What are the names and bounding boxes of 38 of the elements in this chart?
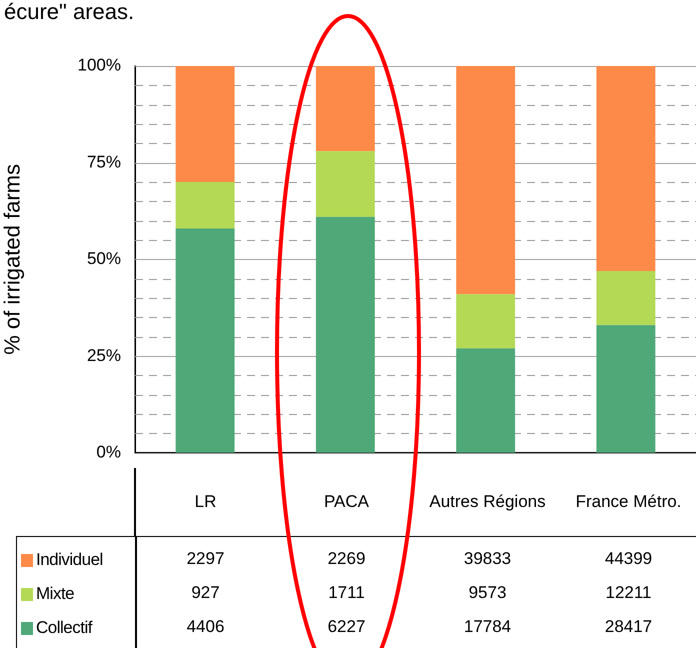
legend-label: Individuel	[36, 550, 103, 570]
bar	[596, 66, 656, 272]
bar	[596, 325, 656, 453]
y-tick-label: 50%	[86, 249, 121, 268]
legend-label: Mixte	[36, 584, 74, 604]
text: 28417	[604, 616, 654, 638]
text: 44399	[604, 548, 654, 570]
bar	[456, 66, 516, 294]
bar	[176, 182, 235, 228]
bar	[316, 66, 375, 152]
text: 2269	[326, 548, 366, 570]
text: 6227	[326, 616, 366, 638]
x-tick-label: PACA	[322, 491, 370, 513]
x-tick-label: Autres Régions	[428, 491, 547, 513]
text: 17784	[462, 616, 512, 638]
y-tick-label: 25%	[86, 346, 121, 365]
x-tick-label: LR	[194, 491, 218, 513]
text: 39833	[462, 548, 512, 570]
bar	[316, 151, 375, 217]
legend-label: Collectif	[36, 618, 92, 638]
y-tick-label: 0%	[96, 442, 121, 462]
bar	[176, 66, 235, 182]
bar	[316, 216, 375, 453]
text: 2297	[186, 548, 226, 570]
bar	[456, 294, 516, 348]
bar	[176, 228, 235, 453]
text: écure" areas.	[4, 0, 134, 24]
text: 9573	[468, 582, 508, 604]
bar	[456, 348, 516, 453]
y-tick-label: 100%	[78, 56, 121, 75]
text: 927	[190, 582, 221, 604]
y-axis-title: % of irrigated farms	[0, 164, 24, 355]
y-tick-label: 75%	[86, 152, 121, 172]
x-tick-label: France Métro.	[574, 491, 682, 513]
text: 4406	[186, 616, 226, 638]
text: 12211	[604, 582, 652, 604]
bar	[596, 271, 656, 326]
text: 1711	[327, 582, 366, 604]
